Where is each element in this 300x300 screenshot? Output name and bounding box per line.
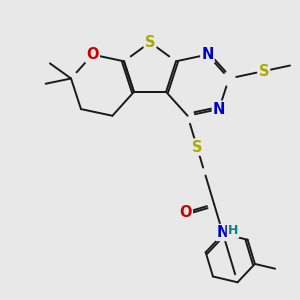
Text: N: N: [213, 102, 225, 117]
Text: N: N: [201, 47, 214, 62]
Text: S: S: [192, 140, 202, 154]
Text: S: S: [145, 35, 155, 50]
Text: H: H: [228, 224, 238, 238]
Text: S: S: [259, 64, 269, 79]
Text: O: O: [86, 47, 99, 62]
Text: N: N: [216, 225, 229, 240]
Text: O: O: [179, 205, 192, 220]
